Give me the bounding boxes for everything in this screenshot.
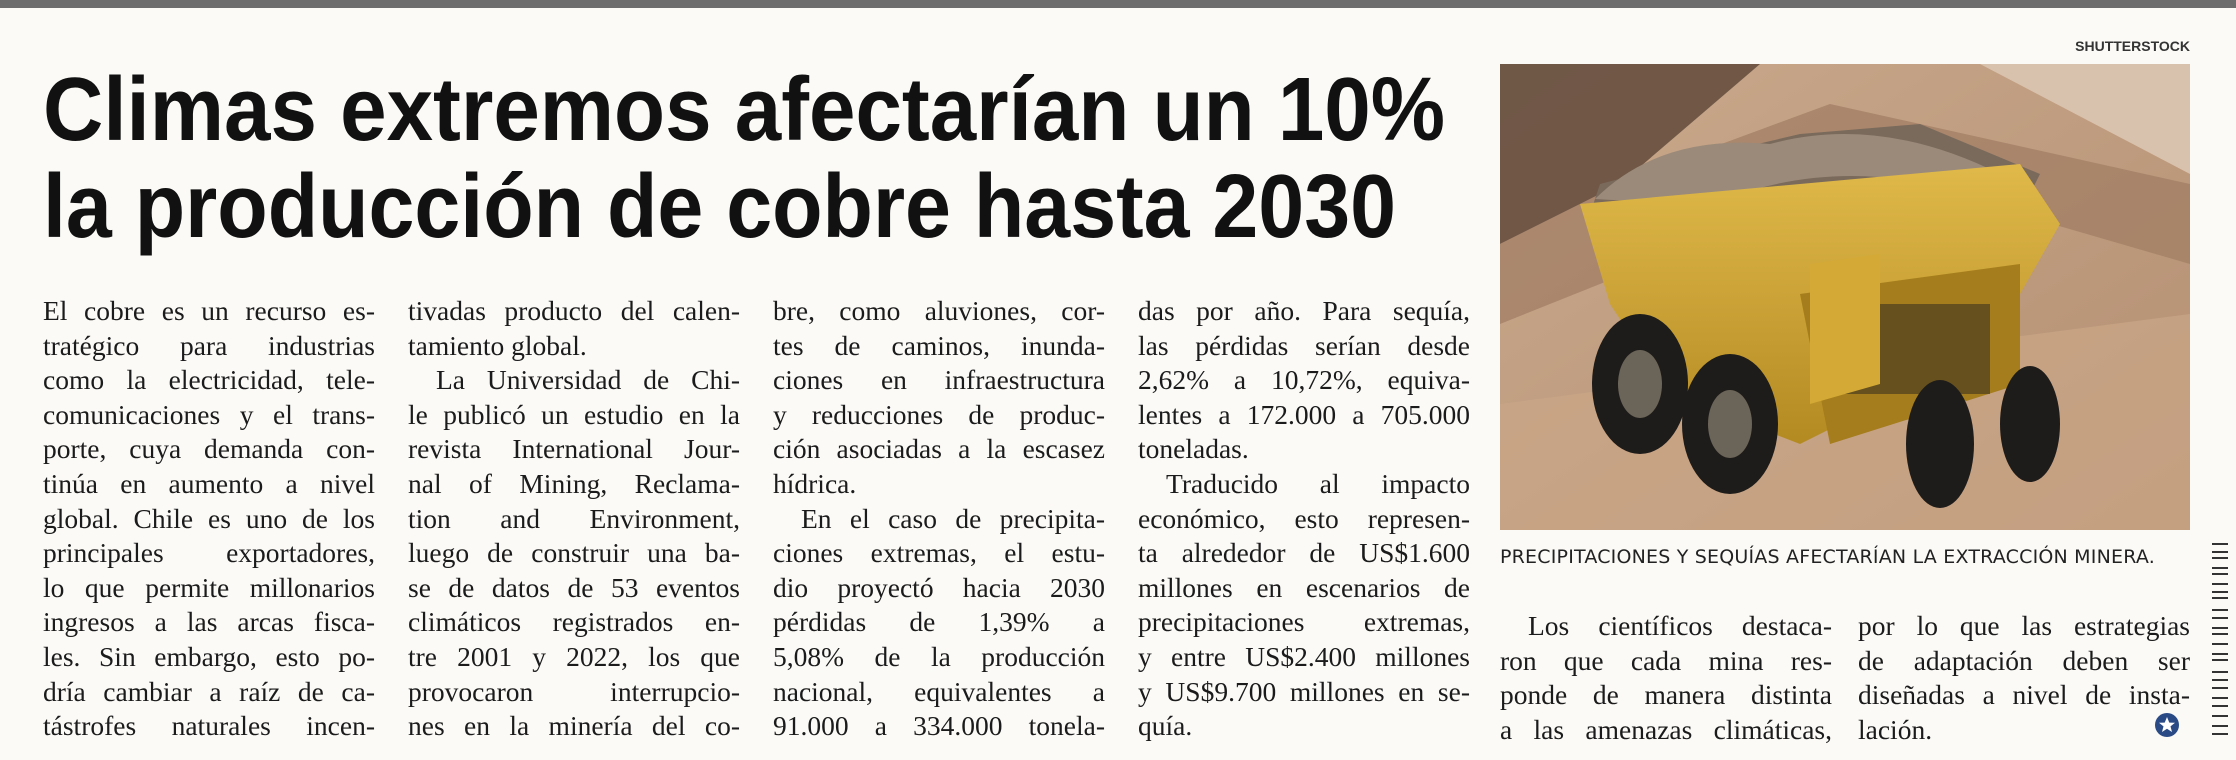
headline-line: Climas extremos afectarían un 10% xyxy=(43,60,1445,160)
text-line: las pérdidas serían desde xyxy=(1138,329,1470,361)
text-line: y US$9.700 millones en se- xyxy=(1138,675,1470,707)
text-line: se de datos de 53 eventos xyxy=(408,571,740,603)
text-line: lentes a 172.000 a 705.000 xyxy=(1138,398,1470,430)
text-column: das por año. Para sequía, las pérdidas se… xyxy=(1138,294,1470,744)
text-line: lación. xyxy=(1858,713,1933,745)
text-line: En el caso de precipita- xyxy=(801,502,1105,534)
text-line: les. Sin embargo, esto po- xyxy=(43,640,375,672)
text-line: ción asociadas a la escasez xyxy=(773,433,1105,465)
text-line: de adaptación deben ser xyxy=(1858,644,2190,676)
text-line: Los científicos destaca- xyxy=(1528,610,1832,641)
text-line: y entre US$2.400 millones xyxy=(1138,640,1470,672)
text-column: El cobre es un recurso es-tratégico para… xyxy=(43,294,375,744)
text-line: bre, como aluviones, cor- xyxy=(773,295,1105,326)
text-line: revista International Jour- xyxy=(408,433,740,465)
text-line: porte, cuya demanda con- xyxy=(43,433,375,465)
text-line: lo que permite millonarios xyxy=(43,571,375,603)
text-line: El cobre es un recurso es- xyxy=(43,295,375,326)
text-line: a las amenazas climáticas, xyxy=(1500,713,1832,745)
text-line: tinúa en aumento a nivel xyxy=(43,467,375,499)
text-line: hídrica. xyxy=(773,467,857,499)
barcode xyxy=(2212,543,2228,735)
text-line: como la electricidad, tele- xyxy=(43,364,375,396)
photo xyxy=(1500,64,2190,530)
top-rule xyxy=(0,0,2236,8)
text-line: por lo que las estrategias xyxy=(1858,610,2190,641)
text-line: ponde de manera distinta xyxy=(1500,679,1832,711)
text-line: pérdidas de 1,39% a xyxy=(773,606,1105,638)
photo-credit: SHUTTERSTOCK xyxy=(2075,38,2190,54)
text-line: comunicaciones y el trans- xyxy=(43,398,375,430)
text-line: ciones en infraestructura xyxy=(773,364,1105,396)
text-line: nal of Mining, Reclama- xyxy=(408,467,740,499)
text-line: dría cambiar a raíz de ca- xyxy=(43,675,375,707)
text-line: nes en la minería del co- xyxy=(408,710,740,742)
text-line: diseñadas a nivel de insta- xyxy=(1858,679,2190,711)
text-line: ta alrededor de US$1.600 xyxy=(1138,537,1470,569)
text-line: tre 2001 y 2022, los que xyxy=(408,640,740,672)
text-line: tamiento global. xyxy=(408,329,587,361)
text-line: Traducido al impacto xyxy=(1166,467,1470,499)
text-line: ingresos a las arcas fisca- xyxy=(43,606,375,638)
end-mark xyxy=(2155,713,2179,737)
text-line: tivadas producto del calen- xyxy=(408,295,740,326)
text-column: tivadas producto del calen-tamiento glob… xyxy=(408,294,740,744)
text-line: ron que cada mina res- xyxy=(1500,644,1832,676)
text-line: 91.000 a 334.000 tonela- xyxy=(773,710,1105,742)
text-line: precipitaciones extremas, xyxy=(1138,606,1470,638)
text-line: y reducciones de produc- xyxy=(773,398,1105,430)
text-line: tratégico para industrias xyxy=(43,329,375,361)
text-line: tes de caminos, inunda- xyxy=(773,329,1105,361)
text-line: global. Chile es uno de los xyxy=(43,502,375,534)
text-line: quía. xyxy=(1138,710,1193,742)
text-line: nacional, equivalentes a xyxy=(773,675,1105,707)
text-line: La Universidad de Chi- xyxy=(436,364,740,396)
text-line: principales exportadores, xyxy=(43,537,375,569)
text-line: tion and Environment, xyxy=(408,502,740,534)
headline-line: la producción de cobre hasta 2030 xyxy=(43,157,1396,257)
text-line: dio proyectó hacia 2030 xyxy=(773,571,1105,603)
text-line: 5,08% de la producción xyxy=(773,640,1105,672)
text-column: por lo que las estrategias de adaptación … xyxy=(1858,609,2190,747)
text-line: provocaron interrupcio- xyxy=(408,675,740,707)
text-line: ciones extremas, el estu- xyxy=(773,537,1105,569)
text-column: bre, como aluviones, cor-tes de caminos,… xyxy=(773,294,1105,744)
text-line: 2,62% a 10,72%, equiva- xyxy=(1138,364,1470,396)
text-line: millones en escenarios de xyxy=(1138,571,1470,603)
headline: Climas extremos afectarían un 10% la pro… xyxy=(43,60,1445,257)
text-line: toneladas. xyxy=(1138,433,1249,465)
photo-caption: PRECIPITACIONES Y SEQUÍAS AFECTARÍAN LA … xyxy=(1500,546,2155,568)
text-line: climáticos registrados en- xyxy=(408,606,740,638)
text-line: económico, esto represen- xyxy=(1138,502,1470,534)
text-line: tástrofes naturales incen- xyxy=(43,710,375,742)
text-column: Los científicos destaca-ron que cada min… xyxy=(1500,609,1832,747)
text-line: das por año. Para sequía, xyxy=(1138,295,1470,326)
text-line: luego de construir una ba- xyxy=(408,537,740,569)
text-line: le publicó un estudio en la xyxy=(408,398,740,430)
